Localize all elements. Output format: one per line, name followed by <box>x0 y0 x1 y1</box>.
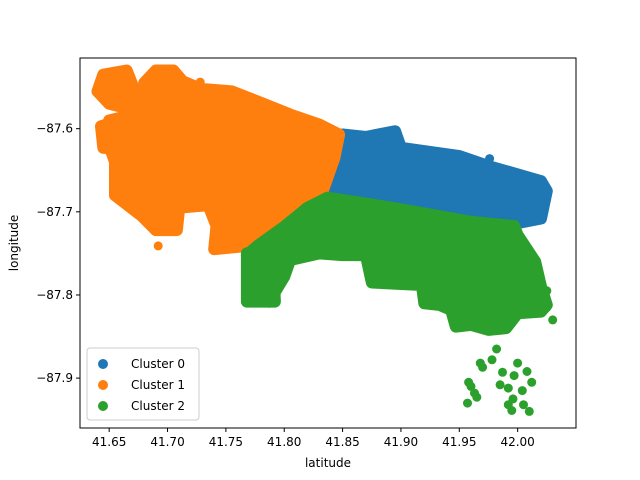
cluster-2-point-11 <box>513 358 523 368</box>
y-tick-label: −87.8 <box>36 288 73 302</box>
plot-area-frame <box>79 57 577 429</box>
y-axis: −87.6 −87.7 −87.8 −87.9 <box>36 122 80 385</box>
x-tick-label: 41.75 <box>209 435 243 449</box>
x-axis-label: latitude <box>305 456 351 470</box>
cluster-2-point-23 <box>542 302 552 312</box>
series-2 <box>240 191 558 416</box>
x-tick-label: 41.95 <box>442 435 476 449</box>
legend-marker-cluster-0 <box>98 359 108 369</box>
cluster-1-point-0 <box>153 241 163 251</box>
cluster-2-point-7 <box>498 367 507 377</box>
cluster-2-point-8 <box>495 380 505 390</box>
cluster-2-point-21 <box>466 381 476 391</box>
cluster-2-point-9 <box>503 383 513 393</box>
cluster-1-point-1 <box>100 75 109 85</box>
cluster-1-point-7 <box>195 77 205 87</box>
legend-marker-cluster-1 <box>98 380 108 390</box>
x-tick-label: 42.00 <box>500 435 534 449</box>
cluster-2-point-10 <box>509 371 519 381</box>
x-tick-label: 41.80 <box>267 435 301 449</box>
y-tick-label: −87.7 <box>36 205 73 219</box>
cluster-2-point-17 <box>507 406 517 415</box>
x-tick-label: 41.70 <box>150 435 184 449</box>
legend: Cluster 0 Cluster 1 Cluster 2 <box>86 347 200 421</box>
cluster-2-point-5 <box>487 355 497 365</box>
cluster-1-region-2 <box>95 114 130 156</box>
y-tick-label: −87.6 <box>36 122 73 136</box>
cluster-1-point-2 <box>116 66 126 76</box>
cluster-1-point-6 <box>96 134 106 144</box>
cluster-1-point-4 <box>125 124 135 134</box>
series-1 <box>91 64 346 256</box>
x-tick-label: 41.85 <box>325 435 359 449</box>
cluster-1-point-3 <box>136 86 146 96</box>
cluster-2-point-20 <box>475 358 485 368</box>
cluster-2-point-22 <box>548 315 558 325</box>
cluster-2-point-14 <box>517 386 527 396</box>
legend-label-cluster-1: Cluster 1 <box>131 378 185 392</box>
cluster-2-point-13 <box>527 377 537 387</box>
legend-label-cluster-0: Cluster 0 <box>131 357 185 371</box>
legend-label-cluster-2: Cluster 2 <box>131 399 185 413</box>
cluster-0-point-1 <box>485 154 495 164</box>
x-axis: 41.65 41.70 41.75 41.80 41.85 41.90 41.95 42.00 <box>92 428 535 449</box>
x-tick-label: 41.90 <box>384 435 418 449</box>
cluster-0-point-2 <box>536 211 546 221</box>
y-axis-label: longitude <box>7 215 21 272</box>
cluster-2-point-2 <box>463 398 472 408</box>
cluster-2-point-3 <box>472 392 482 402</box>
cluster-2-point-12 <box>522 367 532 376</box>
cluster-2-region-1 <box>240 245 281 308</box>
cluster-2-point-6 <box>492 344 502 354</box>
cluster-2-point-19 <box>524 406 534 416</box>
cluster-2-point-18 <box>519 400 528 410</box>
y-tick-label: −87.9 <box>36 371 73 385</box>
legend-frame <box>86 347 200 421</box>
cluster-0-point-0 <box>391 126 401 136</box>
cluster-2-point-24 <box>542 286 552 296</box>
x-tick-label: 41.65 <box>92 435 126 449</box>
cluster-2-point-25 <box>534 267 544 277</box>
series-layer <box>91 64 558 416</box>
legend-marker-cluster-2 <box>98 401 108 411</box>
cluster-1-point-5 <box>163 90 172 100</box>
